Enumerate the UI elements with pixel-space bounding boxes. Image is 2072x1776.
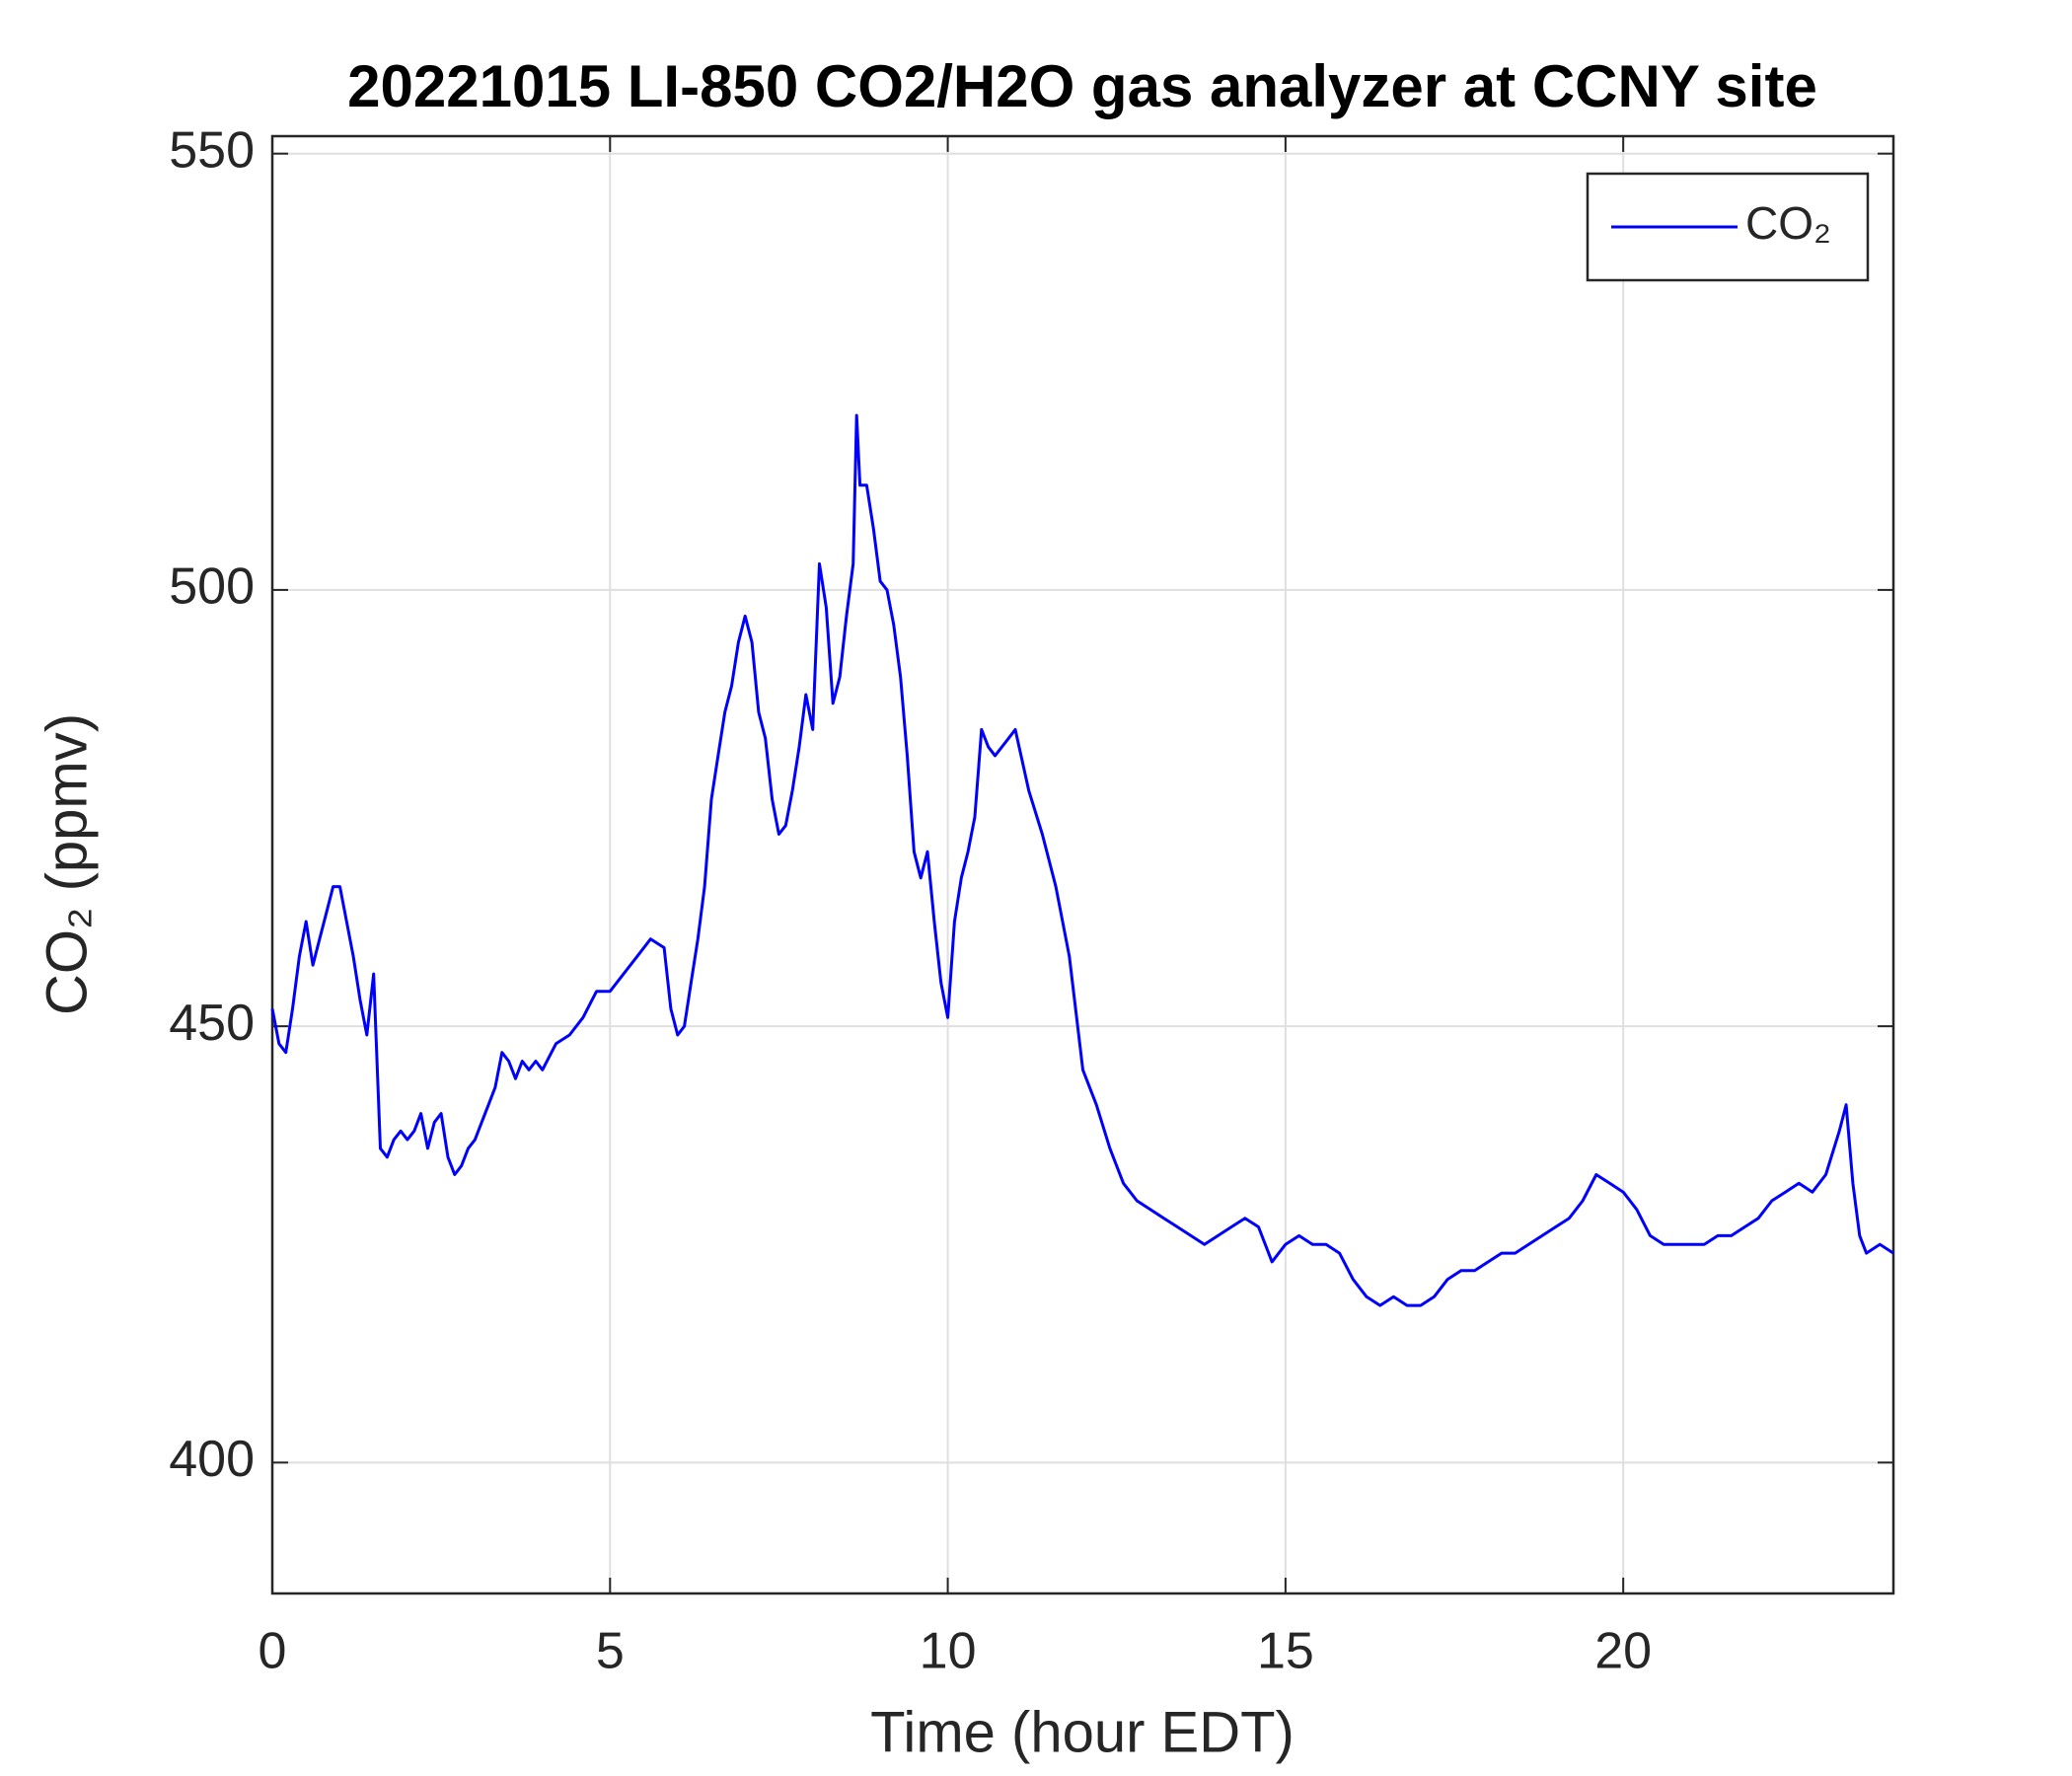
- x-tick-label: 15: [1257, 1623, 1314, 1680]
- y-tick-label: 450: [169, 995, 255, 1052]
- legend-label: CO₂: [1745, 197, 1831, 249]
- x-tick-label: 10: [920, 1623, 977, 1680]
- x-axis-label: Time (hour EDT): [870, 1700, 1295, 1764]
- chart-title: 20221015 LI-850 CO2/H2O gas analyzer at …: [347, 53, 1817, 119]
- data-line: [270, 413, 1894, 1307]
- y-axis-label: CO₂ (ppmv): [35, 713, 99, 1015]
- y-tick-label: 500: [169, 558, 255, 616]
- y-tick-label: 550: [169, 121, 255, 179]
- plot-frame: [270, 134, 1895, 1595]
- y-tick-label: 400: [169, 1431, 255, 1488]
- x-tick-label: 5: [596, 1623, 625, 1680]
- x-tick-label: 20: [1594, 1623, 1652, 1680]
- x-tick-label: 0: [259, 1623, 287, 1680]
